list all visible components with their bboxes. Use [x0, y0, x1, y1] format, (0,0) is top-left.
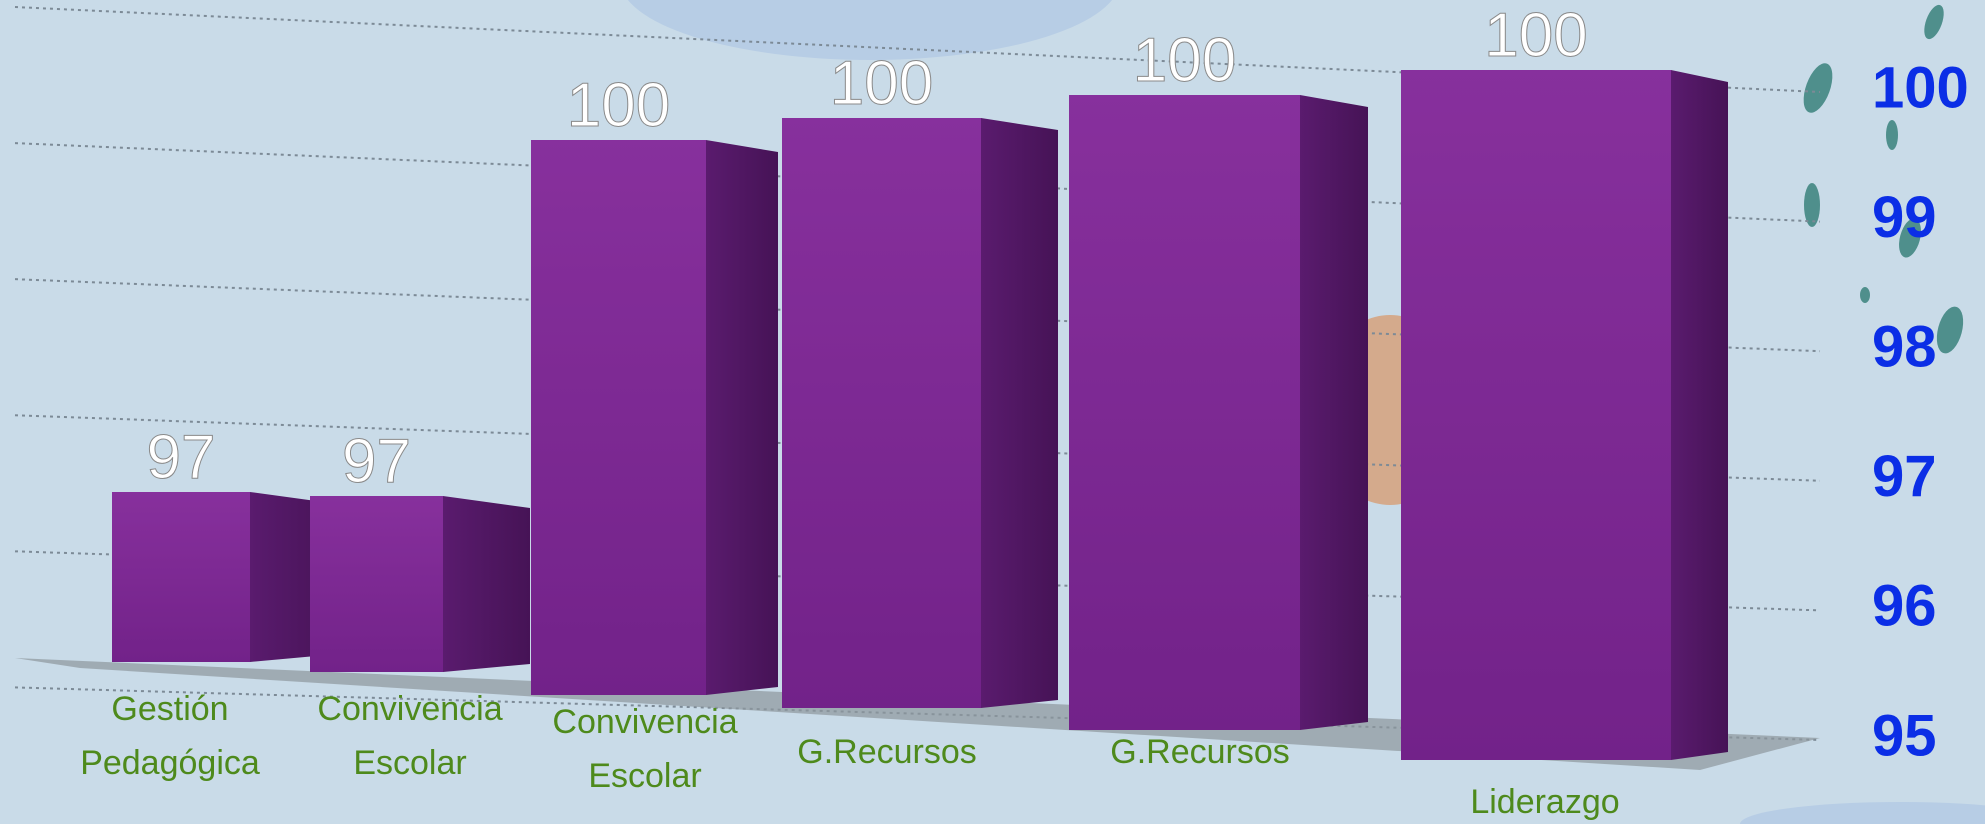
- value-label: 97: [342, 427, 411, 496]
- x-tick-label: Gestión Pedagógica: [80, 690, 260, 782]
- bar: [531, 140, 706, 695]
- value-label: 100: [830, 49, 933, 118]
- x-tick-label: Liderazgo: [1470, 783, 1620, 821]
- value-label: 97: [147, 423, 216, 492]
- bar-tint: [112, 492, 250, 662]
- x-tick-label: Convivencia Escolar: [317, 690, 503, 782]
- y-tick-label: 97: [1872, 444, 1937, 509]
- x-tick-label: G.Recursos: [1110, 733, 1290, 771]
- value-label: 100: [567, 71, 670, 140]
- y-tick-label: 95: [1872, 703, 1937, 768]
- bar-tint: [782, 118, 981, 708]
- bar: [782, 118, 981, 708]
- bar-tint: [531, 140, 706, 695]
- value-label: 100: [1133, 26, 1236, 95]
- y-tick-label: 98: [1872, 315, 1937, 380]
- bar-side: [1300, 95, 1368, 730]
- x-tick-label: G.Recursos: [797, 733, 977, 771]
- bar: [1069, 95, 1300, 730]
- bar: [1401, 70, 1671, 760]
- bar-side: [981, 118, 1058, 708]
- bar-tint: [1069, 95, 1300, 730]
- decor-ellipse: [628, 0, 1112, 60]
- bar-tint: [1401, 70, 1671, 760]
- bar: [112, 492, 250, 662]
- y-tick-label: 100: [1872, 55, 1969, 120]
- y-tick-label: 96: [1872, 574, 1937, 639]
- x-tick-label: Convivencia Escolar: [552, 703, 738, 795]
- floor-shadow: [15, 658, 1820, 770]
- bar-tint: [310, 496, 443, 672]
- bar: [310, 496, 443, 672]
- decor-ellipse: [1740, 802, 1985, 824]
- bar-side: [1671, 70, 1728, 760]
- bar-side: [706, 140, 778, 695]
- decor-drops: [1803, 4, 1964, 354]
- y-tick-label: 99: [1872, 185, 1937, 250]
- value-label: 100: [1484, 1, 1587, 70]
- bar-side: [443, 496, 530, 672]
